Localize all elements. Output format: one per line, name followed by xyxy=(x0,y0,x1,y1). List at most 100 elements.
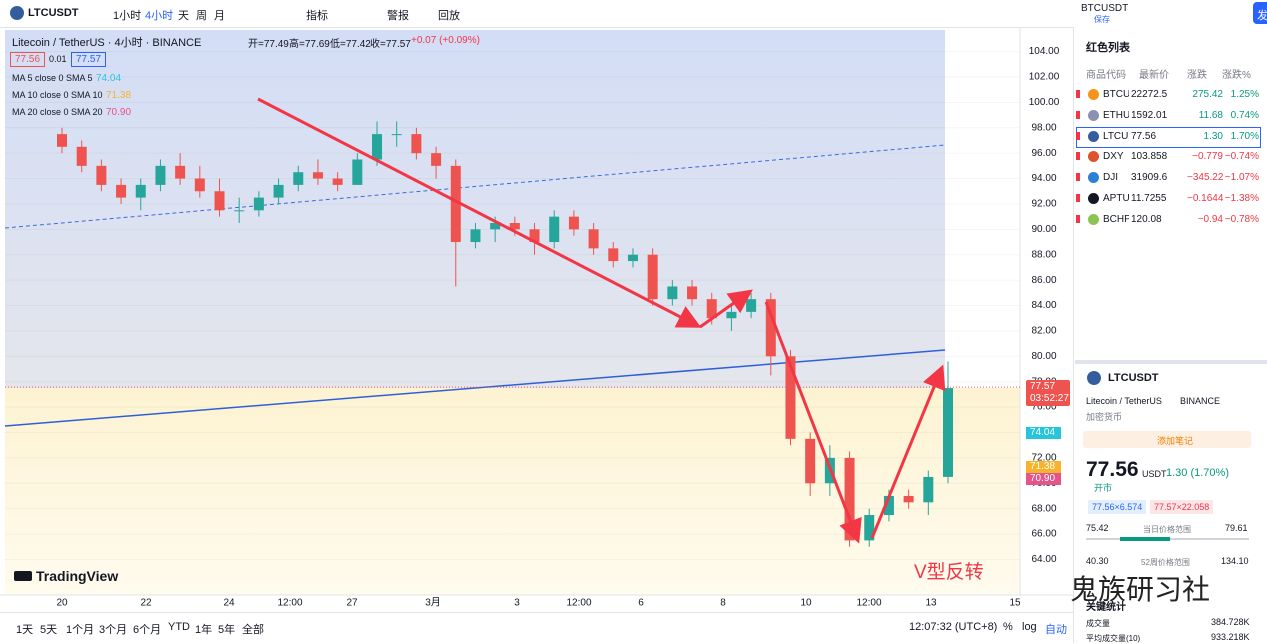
ohlc: 高=77.69 xyxy=(289,39,330,50)
arrow xyxy=(870,364,946,539)
range[interactable]: 3个月 xyxy=(99,624,128,636)
arrows xyxy=(257,97,946,544)
y-tick-label: 100.00 xyxy=(1029,97,1060,108)
candle-body xyxy=(923,476,934,503)
cell[interactable]: 1.25% xyxy=(1230,89,1259,100)
x-tick-label: 24 xyxy=(223,598,235,609)
cell[interactable]: BTCU xyxy=(1103,89,1129,100)
interval[interactable]: 周 xyxy=(196,10,207,22)
detail-exchange: BINANCE xyxy=(1180,396,1221,406)
x-tick-label: 8 xyxy=(720,598,726,609)
interval[interactable]: 1小时 xyxy=(113,10,142,22)
x-tick-label: 20 xyxy=(56,598,68,609)
coin-icon xyxy=(1088,193,1099,204)
flag xyxy=(1076,90,1080,98)
range[interactable]: 全部 xyxy=(242,624,264,636)
range-fill xyxy=(1120,537,1170,541)
publish[interactable]: 发 xyxy=(1257,10,1267,22)
ask-box: 77.57×22.058 xyxy=(1150,500,1214,514)
candle-body xyxy=(214,191,225,211)
watchlist-title[interactable]: 红色列表 xyxy=(1086,42,1130,54)
candle-body xyxy=(706,299,717,319)
interval[interactable]: 天 xyxy=(178,10,189,22)
cell[interactable]: 1.30 xyxy=(1203,130,1223,142)
candle-body xyxy=(96,165,107,185)
candle-body xyxy=(273,184,284,198)
legend-title: Litecoin / TetherUS · 4小时 · BINANCE xyxy=(12,37,202,49)
add-note[interactable]: 添加笔记 xyxy=(1157,436,1194,446)
cell[interactable]: DJI xyxy=(1103,172,1118,184)
candle-body xyxy=(943,388,953,477)
ma-value: 70.90 xyxy=(106,107,132,118)
cell[interactable]: −1.07% xyxy=(1224,172,1259,184)
y-tick-label: 86.00 xyxy=(1031,275,1056,286)
flag xyxy=(1076,131,1080,140)
cell[interactable]: ETHU xyxy=(1103,109,1129,121)
cell[interactable]: −0.74% xyxy=(1224,151,1259,163)
x-tick-label: 22 xyxy=(140,598,152,609)
cell[interactable]: −0.94 xyxy=(1197,213,1223,225)
y-tick-label: 66.00 xyxy=(1031,529,1056,540)
cell[interactable]: −1.38% xyxy=(1224,193,1259,204)
cell[interactable]: −345.22 xyxy=(1187,172,1223,184)
candle-body xyxy=(647,254,658,300)
range[interactable]: 5天 xyxy=(40,624,58,636)
price-tag xyxy=(1026,380,1070,407)
cell[interactable]: 1592.01 xyxy=(1131,109,1167,121)
cell[interactable]: −0.1644 xyxy=(1187,193,1223,204)
y-tick-label: 96.00 xyxy=(1031,148,1056,159)
x-tick-label: 3 xyxy=(514,598,520,609)
cell[interactable]: 77.56 xyxy=(1131,130,1157,142)
cell[interactable]: 11.7255 xyxy=(1131,193,1167,204)
volume-label: 成交量 xyxy=(1086,619,1110,628)
cell[interactable]: −0.779 xyxy=(1192,151,1223,163)
interval[interactable]: 4小时 xyxy=(145,10,174,22)
ohlc: 低=77.42 xyxy=(330,39,371,50)
cell[interactable]: 22272.5 xyxy=(1131,89,1167,100)
x-tick-label: 10 xyxy=(800,598,812,609)
candle-body xyxy=(608,248,619,262)
cell[interactable]: BCHP xyxy=(1103,213,1129,225)
zone-upper xyxy=(5,30,945,388)
cell[interactable]: −0.78% xyxy=(1224,213,1259,225)
detail-price: 77.56 xyxy=(1086,458,1139,481)
cell[interactable]: 275.42 xyxy=(1192,89,1223,100)
replay[interactable]: 回放 xyxy=(438,10,460,22)
detail-status: 开市 xyxy=(1094,483,1113,493)
range[interactable]: YTD xyxy=(168,621,190,633)
y-tick-label: 80.00 xyxy=(1031,351,1056,362)
countdown: 03:52:27 xyxy=(1030,393,1069,405)
last-price: 77.57 xyxy=(1030,381,1056,393)
bid: 77.56 xyxy=(10,52,46,67)
auto[interactable]: 自动 xyxy=(1045,624,1067,636)
cell[interactable]: 0.74% xyxy=(1230,109,1259,121)
alert[interactable]: 警报 xyxy=(387,10,409,22)
log[interactable]: log xyxy=(1022,621,1037,633)
arrow xyxy=(257,97,702,328)
range[interactable]: 1年 xyxy=(195,624,213,636)
cell[interactable]: 11.68 xyxy=(1198,109,1223,121)
percent[interactable]: % xyxy=(1003,621,1013,633)
range[interactable]: 1天 xyxy=(16,624,34,636)
header: 商品代码 xyxy=(1086,70,1126,81)
range[interactable]: 6个月 xyxy=(133,624,162,636)
cell[interactable]: 120.08 xyxy=(1131,213,1162,225)
cell[interactable]: APTU xyxy=(1103,193,1129,204)
range[interactable]: 5年 xyxy=(218,624,236,636)
day-range: 当日价格范围 xyxy=(1143,525,1191,534)
cell[interactable]: 31909.6 xyxy=(1131,172,1167,184)
right-symbol[interactable]: BTCUSDT xyxy=(1081,3,1129,14)
x-tick-label: 6 xyxy=(638,598,644,609)
y-tick-label: 94.00 xyxy=(1031,173,1056,184)
cell[interactable]: 1.70% xyxy=(1230,130,1259,142)
symbol[interactable]: LTCUSDT xyxy=(28,7,79,19)
candle-body xyxy=(470,229,481,243)
coin-icon xyxy=(1088,89,1099,100)
cell[interactable]: LTCU xyxy=(1103,130,1129,142)
range[interactable]: 1个月 xyxy=(66,624,95,636)
interval[interactable]: 月 xyxy=(214,10,225,22)
indicators[interactable]: 指标 xyxy=(306,10,328,22)
cell[interactable]: DXY xyxy=(1103,151,1124,163)
watermark-logo: TradingView xyxy=(36,568,119,584)
cell[interactable]: 103.858 xyxy=(1131,151,1167,163)
